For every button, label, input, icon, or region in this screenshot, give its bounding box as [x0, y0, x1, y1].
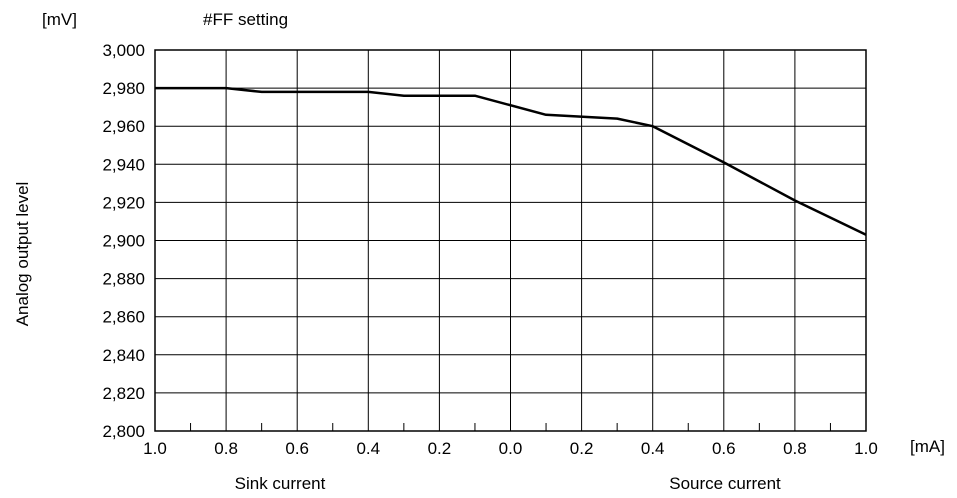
x-tick-label: 0.0: [499, 439, 523, 458]
x-tick-label: 1.0: [854, 439, 878, 458]
x-tick-label: 0.4: [356, 439, 380, 458]
y-axis-label: Analog output level: [13, 182, 32, 327]
series-line: [155, 86, 867, 236]
y-tick-label: 2,840: [102, 346, 145, 365]
x-unit-label: [mA]: [910, 437, 945, 456]
y-tick-label: 3,000: [102, 41, 145, 60]
y-tick-label: 2,940: [102, 155, 145, 174]
grid: [154, 49, 867, 432]
x-tick-label: 0.2: [570, 439, 594, 458]
x-tick-label: 0.4: [641, 439, 665, 458]
y-tick-label: 2,960: [102, 117, 145, 136]
y-tick-label: 2,880: [102, 270, 145, 289]
x-tick-label: 0.8: [783, 439, 807, 458]
y-tick-label: 2,920: [102, 193, 145, 212]
sink-current-label: Sink current: [235, 474, 326, 493]
y-unit-label: [mV]: [42, 10, 77, 29]
y-tick-label: 2,900: [102, 232, 145, 251]
y-tick-label: 2,800: [102, 422, 145, 441]
x-tick-label: 0.2: [428, 439, 452, 458]
x-tick-label: 0.6: [712, 439, 736, 458]
x-tick-label: 0.6: [285, 439, 309, 458]
y-tick-label: 2,860: [102, 308, 145, 327]
source-current-label: Source current: [669, 474, 781, 493]
y-tick-label: 2,980: [102, 79, 145, 98]
x-tick-label: 1.0: [143, 439, 167, 458]
tick-labels: 2,800 2,820 2,840 2,860 2,880 2,900 2,920 2,940…: [102, 41, 877, 458]
chart-title: #FF setting: [203, 10, 288, 29]
series-layer: [155, 86, 867, 236]
x-tick-label: 0.8: [214, 439, 238, 458]
plot-frame: [154, 49, 867, 432]
y-tick-label: 2,820: [102, 384, 145, 403]
